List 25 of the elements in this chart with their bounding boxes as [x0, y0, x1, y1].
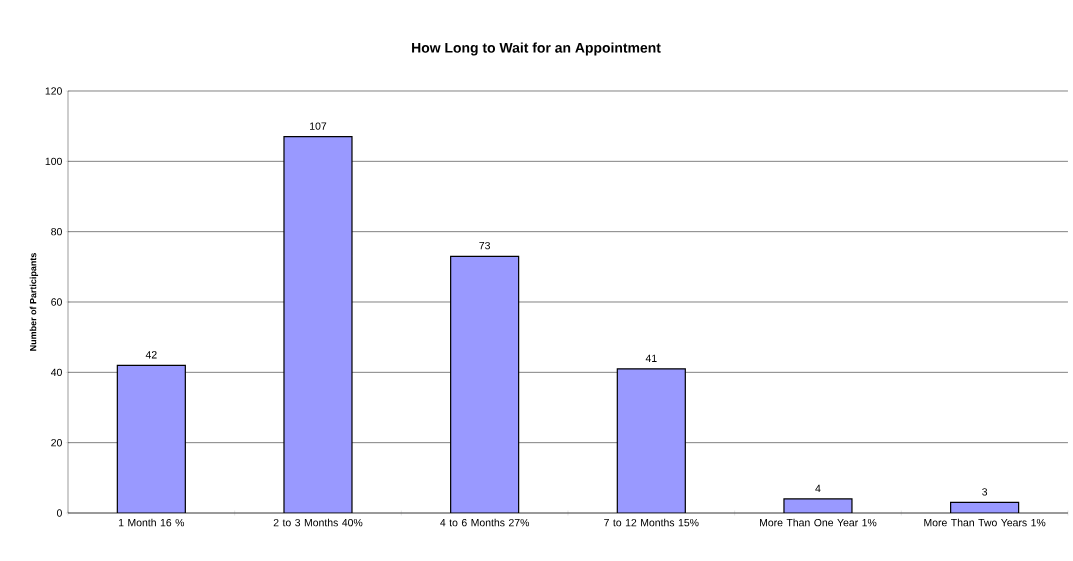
data-label: 41 — [645, 354, 657, 362]
x-tick-label: More Than Two Years 1% — [924, 518, 1046, 527]
y-axis-title: Number of Participants — [29, 253, 39, 351]
x-tick-label: More Than One Year 1% — [760, 518, 877, 527]
y-tick-label: 80 — [51, 227, 62, 236]
y-tick-label: 20 — [51, 438, 62, 447]
bar — [116, 364, 186, 513]
x-tick-label: 2 to 3 Months 40% — [273, 518, 363, 527]
y-tick-label: 0 — [56, 509, 62, 517]
data-label: 107 — [310, 122, 327, 130]
data-label: 42 — [145, 351, 157, 359]
y-tick-label: 40 — [50, 368, 62, 377]
data-label: 73 — [479, 241, 491, 250]
bar — [450, 255, 520, 513]
bar — [283, 136, 353, 513]
data-label: 4 — [815, 484, 821, 493]
x-tick-label: 4 to 6 Months 27% — [440, 518, 530, 527]
y-tick-label: 100 — [45, 157, 62, 166]
data-label: 3 — [982, 488, 988, 496]
bar — [616, 368, 686, 513]
chart-title: How Long to Wait for an Appointment — [412, 42, 661, 56]
y-tick-label: 60 — [51, 298, 62, 306]
x-tick-label: 7 to 12 Months 15% — [604, 518, 699, 527]
y-tick-label: 120 — [45, 87, 62, 95]
x-tick-label: 1 Month 16 % — [118, 518, 185, 527]
